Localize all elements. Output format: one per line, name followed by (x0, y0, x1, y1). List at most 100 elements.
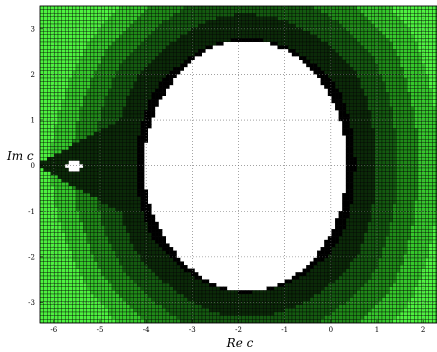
heatmap-cell (65, 13, 69, 17)
heatmap-cell (252, 114, 256, 118)
heatmap-cell (302, 114, 307, 118)
heatmap-cell (122, 49, 127, 53)
heatmap-cell (122, 52, 127, 57)
heatmap-cell (122, 128, 127, 133)
heatmap-cell (176, 49, 181, 53)
heatmap-cell (202, 81, 206, 86)
heatmap-cell (302, 52, 307, 57)
heatmap-cell (133, 110, 138, 115)
heatmap-cell (338, 113, 343, 118)
heatmap-cell (108, 70, 113, 75)
heatmap-cell (137, 103, 141, 107)
heatmap-cell (317, 117, 321, 122)
heatmap-cell (356, 52, 361, 57)
heatmap-cell (47, 146, 51, 151)
heatmap-cell (61, 117, 66, 122)
heatmap-cell (86, 146, 91, 151)
heatmap-cell (396, 74, 401, 79)
heatmap-cell (234, 60, 238, 64)
heatmap-cell (191, 146, 195, 150)
heatmap-cell (363, 85, 368, 89)
heatmap-cell (43, 135, 48, 140)
heatmap-cell (205, 88, 210, 93)
heatmap-cell (39, 45, 44, 50)
heatmap-cell (266, 160, 271, 165)
heatmap-cell (392, 34, 397, 39)
heatmap-cell (155, 74, 159, 79)
heatmap-cell (378, 92, 383, 97)
heatmap-cell (266, 99, 271, 104)
heatmap-cell (68, 164, 73, 168)
heatmap-cell (324, 142, 328, 147)
heatmap-cell (216, 96, 220, 100)
heatmap-cell (335, 9, 339, 14)
heatmap-cell (317, 88, 321, 93)
heatmap-cell (205, 121, 210, 125)
heatmap-cell (169, 153, 174, 158)
heatmap-cell (205, 153, 210, 158)
heatmap-cell (331, 81, 336, 86)
heatmap-cell (410, 117, 415, 122)
heatmap-cell (216, 103, 220, 107)
heatmap-cell (385, 157, 390, 161)
heatmap-cell (137, 146, 141, 151)
heatmap-cell (223, 99, 228, 104)
heatmap-cell (252, 146, 256, 150)
heatmap-cell (108, 38, 113, 43)
heatmap-cell (205, 20, 210, 25)
heatmap-cell (129, 157, 134, 161)
heatmap-cell (83, 124, 87, 129)
heatmap-cell (119, 128, 123, 133)
heatmap-cell (281, 60, 285, 64)
heatmap-cell (399, 135, 404, 140)
heatmap-cell (295, 160, 300, 165)
heatmap-cell (54, 131, 59, 136)
heatmap-cell (201, 34, 206, 39)
heatmap-cell (284, 146, 289, 150)
heatmap-cell (417, 9, 422, 14)
heatmap-cell (270, 110, 274, 114)
heatmap-cell (414, 56, 419, 61)
heatmap-cell (234, 63, 238, 68)
heatmap-cell (191, 60, 195, 64)
heatmap-cell (338, 92, 343, 97)
heatmap-cell (39, 63, 44, 68)
heatmap-cell (353, 16, 357, 21)
heatmap-cell (385, 88, 390, 93)
heatmap-cell (54, 139, 59, 143)
heatmap-cell (119, 121, 123, 125)
heatmap-cell (72, 38, 77, 43)
heatmap-cell (209, 81, 213, 86)
heatmap-cell (101, 153, 105, 158)
heatmap-cell (155, 92, 159, 97)
heatmap-cell (309, 23, 314, 28)
heatmap-cell (76, 164, 80, 168)
heatmap-cell (324, 31, 329, 35)
heatmap-cell (47, 167, 51, 172)
heatmap-cell (39, 41, 44, 46)
heatmap-cell (320, 164, 325, 168)
heatmap-cell (169, 160, 174, 165)
heatmap-cell (320, 106, 325, 111)
heatmap-cell (144, 150, 148, 154)
heatmap-cell (191, 27, 195, 32)
heatmap-cell (151, 27, 156, 32)
heatmap-cell (345, 45, 350, 50)
heatmap-cell (72, 74, 77, 79)
heatmap-cell (425, 160, 429, 165)
heatmap-cell (86, 59, 91, 64)
heatmap-cell (202, 92, 206, 96)
heatmap-cell (129, 153, 134, 158)
heatmap-cell (324, 114, 328, 118)
heatmap-cell (61, 49, 66, 53)
heatmap-cell (328, 142, 332, 147)
heatmap-cell (407, 142, 411, 147)
heatmap-cell (126, 70, 131, 75)
heatmap-cell (140, 110, 145, 115)
heatmap-cell (155, 77, 159, 82)
heatmap-cell (176, 96, 181, 100)
heatmap-cell (428, 56, 433, 61)
heatmap-cell (101, 70, 105, 75)
heatmap-cell (155, 114, 159, 118)
heatmap-cell (104, 59, 109, 64)
